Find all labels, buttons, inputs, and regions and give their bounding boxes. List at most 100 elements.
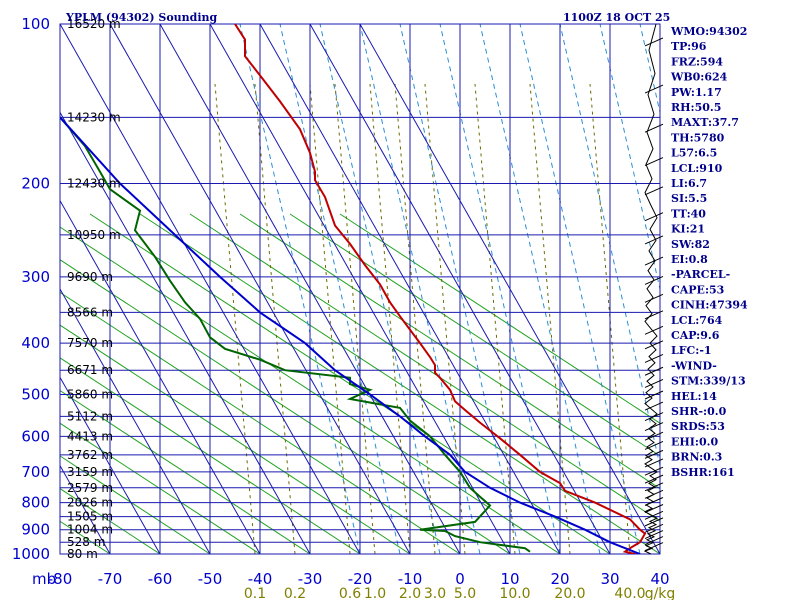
wind-barb	[644, 310, 664, 320]
moist-adiabat-line	[279, 24, 401, 554]
pressure-tick-label: 400	[21, 334, 50, 352]
temperature-tick-label: 0	[455, 570, 465, 588]
wind-barb	[644, 482, 664, 492]
wind-barb	[644, 530, 664, 539]
index-item: BSHR:161	[671, 466, 735, 479]
mixing-ratio-label: 0.2	[284, 586, 306, 600]
height-label: 7570 m	[67, 336, 113, 350]
height-label: 14230 m	[67, 110, 121, 124]
wind-barb	[644, 489, 664, 499]
wind-barbs	[643, 23, 664, 555]
index-item: HEL:14	[671, 390, 717, 403]
height-label: 528 m	[67, 535, 105, 549]
mixing-ratio-label: 40.0	[614, 586, 645, 600]
wind-barb	[644, 366, 664, 376]
height-label: 10950 m	[67, 228, 121, 242]
index-item: SI:5.5	[671, 192, 707, 205]
index-item: -PARCEL-	[671, 268, 730, 281]
dry-adiabat-line	[189, 213, 660, 522]
wind-barb	[644, 431, 664, 441]
mixing-ratio-line	[529, 83, 571, 554]
temperature-tick-label: 30	[600, 570, 619, 588]
height-label: 2579 m	[67, 481, 113, 495]
pressure-tick-label: 100	[21, 15, 50, 33]
wind-barb	[644, 84, 664, 94]
index-item: EHI:0.0	[671, 435, 718, 448]
height-label: 1004 m	[67, 523, 113, 537]
index-item: -WIND-	[671, 359, 717, 372]
pressure-tick-label: 900	[21, 521, 50, 539]
pressure-tick-label: 800	[21, 494, 50, 512]
mixing-ratio-label: g/kg	[645, 586, 676, 600]
index-item: SHR-:0.0	[671, 405, 727, 418]
height-label: 16520 m	[67, 17, 121, 31]
height-label: 4413 m	[67, 429, 113, 443]
index-item: STM:339/13	[671, 375, 746, 388]
height-label: 3159 m	[67, 465, 113, 479]
dry-adiabat-line	[139, 213, 660, 554]
mixing-ratio-label: 1.0	[364, 586, 386, 600]
isotherm-line	[0, 24, 10, 554]
index-item: WMO:94302	[670, 25, 747, 38]
temperature-tick-label: -20	[348, 570, 373, 588]
wind-barb	[644, 510, 664, 520]
index-item: PW:1.17	[671, 86, 722, 99]
wind-barb	[644, 504, 664, 513]
index-item: RH:50.5	[671, 101, 721, 114]
wind-barb	[644, 422, 664, 432]
moist-adiabat-line	[479, 24, 601, 554]
wind-barb	[644, 353, 664, 363]
wind-barb	[644, 542, 664, 551]
pressure-tick-label: 200	[21, 175, 50, 193]
dry-adiabat-line	[60, 226, 561, 554]
temperature-tick-label: -70	[98, 570, 123, 588]
dry-adiabat-line	[60, 389, 311, 554]
index-item: CAPE:53	[671, 283, 724, 296]
index-item: L57:6.5	[671, 147, 717, 160]
index-item: FRZ:594	[671, 55, 723, 68]
mixing-ratio-label: 0.1	[244, 586, 266, 600]
index-item: LCL:764	[671, 314, 723, 327]
moist-adiabat-line	[519, 24, 641, 554]
temperature-tick-label: -80	[48, 570, 73, 588]
height-label: 1505 m	[67, 510, 113, 524]
wind-barb	[644, 212, 664, 222]
mixing-ratio-line	[394, 83, 436, 554]
wind-barb	[644, 275, 664, 285]
wind-barb	[644, 340, 664, 350]
mixing-ratio-line	[334, 83, 376, 554]
index-item: LI:6.7	[671, 177, 707, 190]
height-label: 5860 m	[67, 387, 113, 401]
temperature-tick-label: -60	[148, 570, 173, 588]
dewpoint-profile	[60, 116, 531, 553]
temperature-profile	[234, 24, 647, 554]
temperature-tick-label: -30	[298, 570, 323, 588]
wind-barb	[644, 37, 664, 47]
index-item: WB0:624	[670, 71, 728, 84]
mixing-ratio-line	[589, 83, 631, 554]
mixing-ratio-line	[474, 83, 516, 554]
wind-barb	[644, 325, 664, 335]
dry-adiabat-line	[60, 488, 161, 554]
index-item: TH:5780	[671, 131, 725, 144]
dry-adiabat-line	[60, 291, 461, 554]
wind-barb	[644, 186, 664, 196]
wind-barb	[644, 401, 664, 411]
wind-barb	[644, 497, 664, 506]
index-item: BRN:0.3	[671, 451, 722, 464]
height-label: 12430 m	[67, 177, 121, 191]
temperature-tick-label: -40	[248, 570, 273, 588]
wind-barb	[644, 235, 664, 245]
wind-barb	[644, 449, 664, 459]
dry-adiabat-line	[60, 324, 411, 554]
index-item: SRDS:53	[671, 420, 725, 433]
pressure-tick-label: 1000	[12, 545, 50, 563]
dry-adiabat-line	[339, 213, 660, 424]
index-item: EI:0.8	[671, 253, 708, 266]
wind-barb	[644, 474, 664, 484]
mixing-ratio-line	[254, 83, 296, 554]
pressure-tick-label: 600	[21, 427, 50, 445]
index-item: SW:82	[671, 238, 710, 251]
